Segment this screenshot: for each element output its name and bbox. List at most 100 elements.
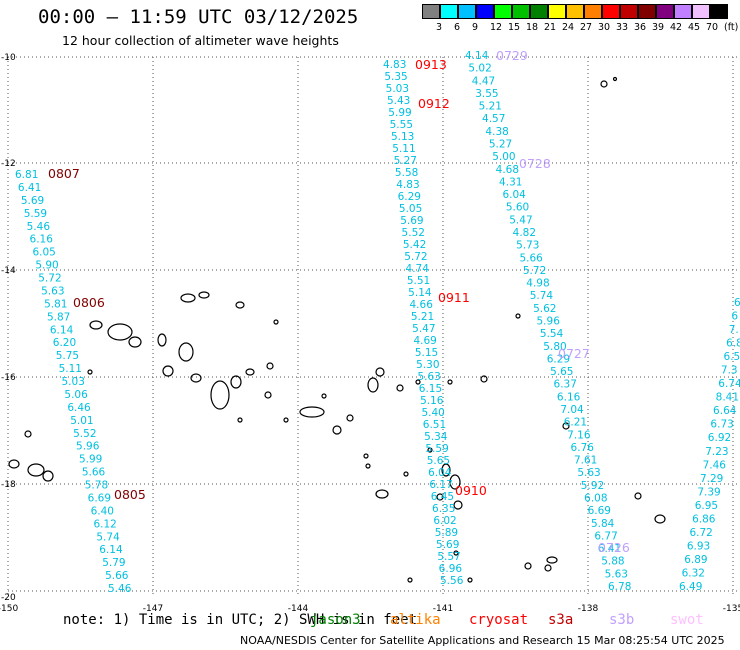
swh-value: 6.21 xyxy=(564,417,587,429)
island-outline xyxy=(87,369,93,375)
legend-unit: (ft) xyxy=(724,22,739,33)
island-outline xyxy=(562,422,570,430)
credit-line: NOAA/NESDIS Center for Satellite Applica… xyxy=(240,634,725,647)
swh-value: 5.62 xyxy=(533,303,556,315)
island-outline xyxy=(375,489,389,499)
legend-swatch xyxy=(458,4,476,19)
swh-value: 5.05 xyxy=(399,203,422,215)
island-outline xyxy=(283,417,289,423)
satellite-jason3: jason3 xyxy=(310,612,361,628)
swh-value: 6.72 xyxy=(689,527,712,539)
legend-label: 3 xyxy=(436,22,443,33)
swh-value: 6.16 xyxy=(30,234,54,246)
legend-label: 33 xyxy=(616,22,629,33)
island-outline xyxy=(427,447,433,453)
legend-swatch xyxy=(620,4,638,19)
legend-swatch xyxy=(530,4,548,19)
island-outline xyxy=(453,550,459,556)
island-outline xyxy=(441,463,451,477)
legend-swatch xyxy=(512,4,530,19)
legend-label: 15 xyxy=(508,22,521,33)
swh-value: 5.01 xyxy=(70,415,93,427)
island-outline xyxy=(180,293,196,303)
swh-value: 6.40 xyxy=(91,505,114,517)
legend-label: 39 xyxy=(652,22,665,33)
lon-label: -147 xyxy=(143,604,163,614)
swh-value: 5.99 xyxy=(79,454,102,466)
swh-value: 6.45 xyxy=(431,491,454,503)
legend-swatch xyxy=(566,4,584,19)
swh-value: 6.95 xyxy=(695,500,718,512)
swh-value: 5.59 xyxy=(24,208,47,220)
legend-label: 21 xyxy=(544,22,557,33)
page-subtitle: 12 hour collection of altimeter wave hei… xyxy=(62,33,339,48)
swh-value: 5.63 xyxy=(41,285,64,297)
lat-label: -14 xyxy=(1,266,16,276)
swh-value: 5.74 xyxy=(96,531,120,543)
swh-value: 6.73 xyxy=(710,419,733,431)
swh-value: 5.74 xyxy=(530,290,554,302)
swh-value: 6.69 xyxy=(88,492,111,504)
island-outline xyxy=(27,463,45,477)
island-outline xyxy=(264,391,272,399)
swh-value: 5.51 xyxy=(407,275,430,287)
time-mark: 0910 xyxy=(455,483,487,498)
swh-value: 5.03 xyxy=(386,83,409,95)
swh-value: 5.00 xyxy=(492,151,515,163)
island-outline xyxy=(107,323,133,341)
swh-value: 5.88 xyxy=(601,556,624,568)
swh-value: 7.23 xyxy=(705,446,728,458)
lon-label: -141 xyxy=(433,604,453,614)
island-outline xyxy=(407,577,413,583)
island-outline xyxy=(367,377,379,393)
lon-label: -138 xyxy=(578,604,599,614)
swh-value: 5.57 xyxy=(437,551,460,563)
island-outline xyxy=(128,336,142,348)
swh-value: 5.75 xyxy=(56,350,79,362)
legend-label: 42 xyxy=(670,22,683,33)
island-outline xyxy=(299,406,325,418)
island-outline xyxy=(157,333,167,347)
swh-value: 6.05 xyxy=(32,247,55,259)
swh-value: 5.35 xyxy=(384,71,407,83)
swh-value: 5.63 xyxy=(605,568,628,580)
island-outline xyxy=(449,474,461,490)
page-title: 00:00 – 11:59 UTC 03/12/2025 xyxy=(38,6,359,28)
island-outline xyxy=(415,379,421,385)
satellite-altika: altika xyxy=(390,612,441,628)
swh-value: 5.52 xyxy=(73,428,96,440)
swh-value: 6.64 xyxy=(713,405,737,417)
swh-value: 7.46 xyxy=(703,459,727,471)
swh-value: 6.5 xyxy=(724,351,740,363)
swh-value: 5.72 xyxy=(404,251,427,263)
swh-value: 6.93 xyxy=(687,540,710,552)
time-mark: 0807 xyxy=(48,166,80,181)
legend-label: 12 xyxy=(490,22,503,33)
swh-value: 4.83 xyxy=(396,179,419,191)
lon-label: -135 xyxy=(723,604,740,614)
swh-value: 6.29 xyxy=(547,353,570,365)
island-outline xyxy=(273,319,279,325)
swh-value: 4.47 xyxy=(472,75,495,87)
swh-value: 7.04 xyxy=(560,404,584,416)
island-outline xyxy=(266,362,274,370)
swh-value: 6.02 xyxy=(433,515,456,527)
swh-value: 4.82 xyxy=(513,227,536,239)
time-mark: 0912 xyxy=(418,96,450,111)
swh-value: 7.3 xyxy=(721,365,738,377)
swh-value: 5.66 xyxy=(519,252,543,264)
island-outline xyxy=(600,80,608,88)
swh-value: 6.29 xyxy=(398,191,421,203)
swh-value: 5.11 xyxy=(59,363,82,375)
swh-value: 5.03 xyxy=(62,376,85,388)
island-outline xyxy=(403,471,409,477)
swh-value: 5.65 xyxy=(427,455,450,467)
swh-value: 6.81 xyxy=(15,169,38,181)
island-outline xyxy=(210,380,230,410)
lat-label: -18 xyxy=(1,480,16,490)
swh-value: 5.47 xyxy=(509,214,532,226)
swh-value: 5.63 xyxy=(577,467,600,479)
swh-value: 4.57 xyxy=(482,113,505,125)
island-outline xyxy=(237,417,243,423)
legend-swatch xyxy=(638,4,656,19)
